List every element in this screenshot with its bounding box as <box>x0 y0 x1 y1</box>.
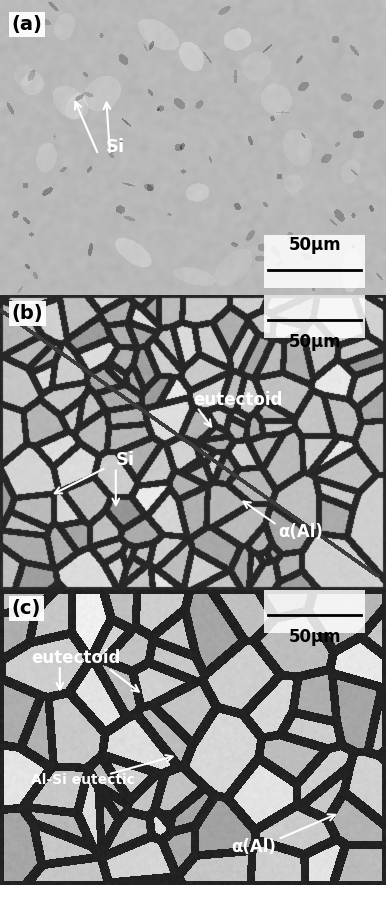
Text: (c): (c) <box>12 598 41 618</box>
Text: eutectoid: eutectoid <box>31 649 120 667</box>
Text: Si: Si <box>106 139 125 157</box>
FancyBboxPatch shape <box>264 235 365 288</box>
Text: Al-Si eutectic: Al-Si eutectic <box>31 773 135 788</box>
Text: 50μm: 50μm <box>288 628 341 646</box>
Text: 50μm: 50μm <box>288 333 341 351</box>
Text: 50μm: 50μm <box>288 236 341 254</box>
FancyBboxPatch shape <box>264 580 365 633</box>
Text: eutectoid: eutectoid <box>193 391 283 409</box>
Text: α(Al): α(Al) <box>232 838 276 856</box>
Text: Si: Si <box>116 451 135 469</box>
Text: (b): (b) <box>12 304 43 323</box>
FancyBboxPatch shape <box>264 284 365 338</box>
Text: (a): (a) <box>12 14 42 33</box>
Text: α(Al): α(Al) <box>278 524 323 542</box>
